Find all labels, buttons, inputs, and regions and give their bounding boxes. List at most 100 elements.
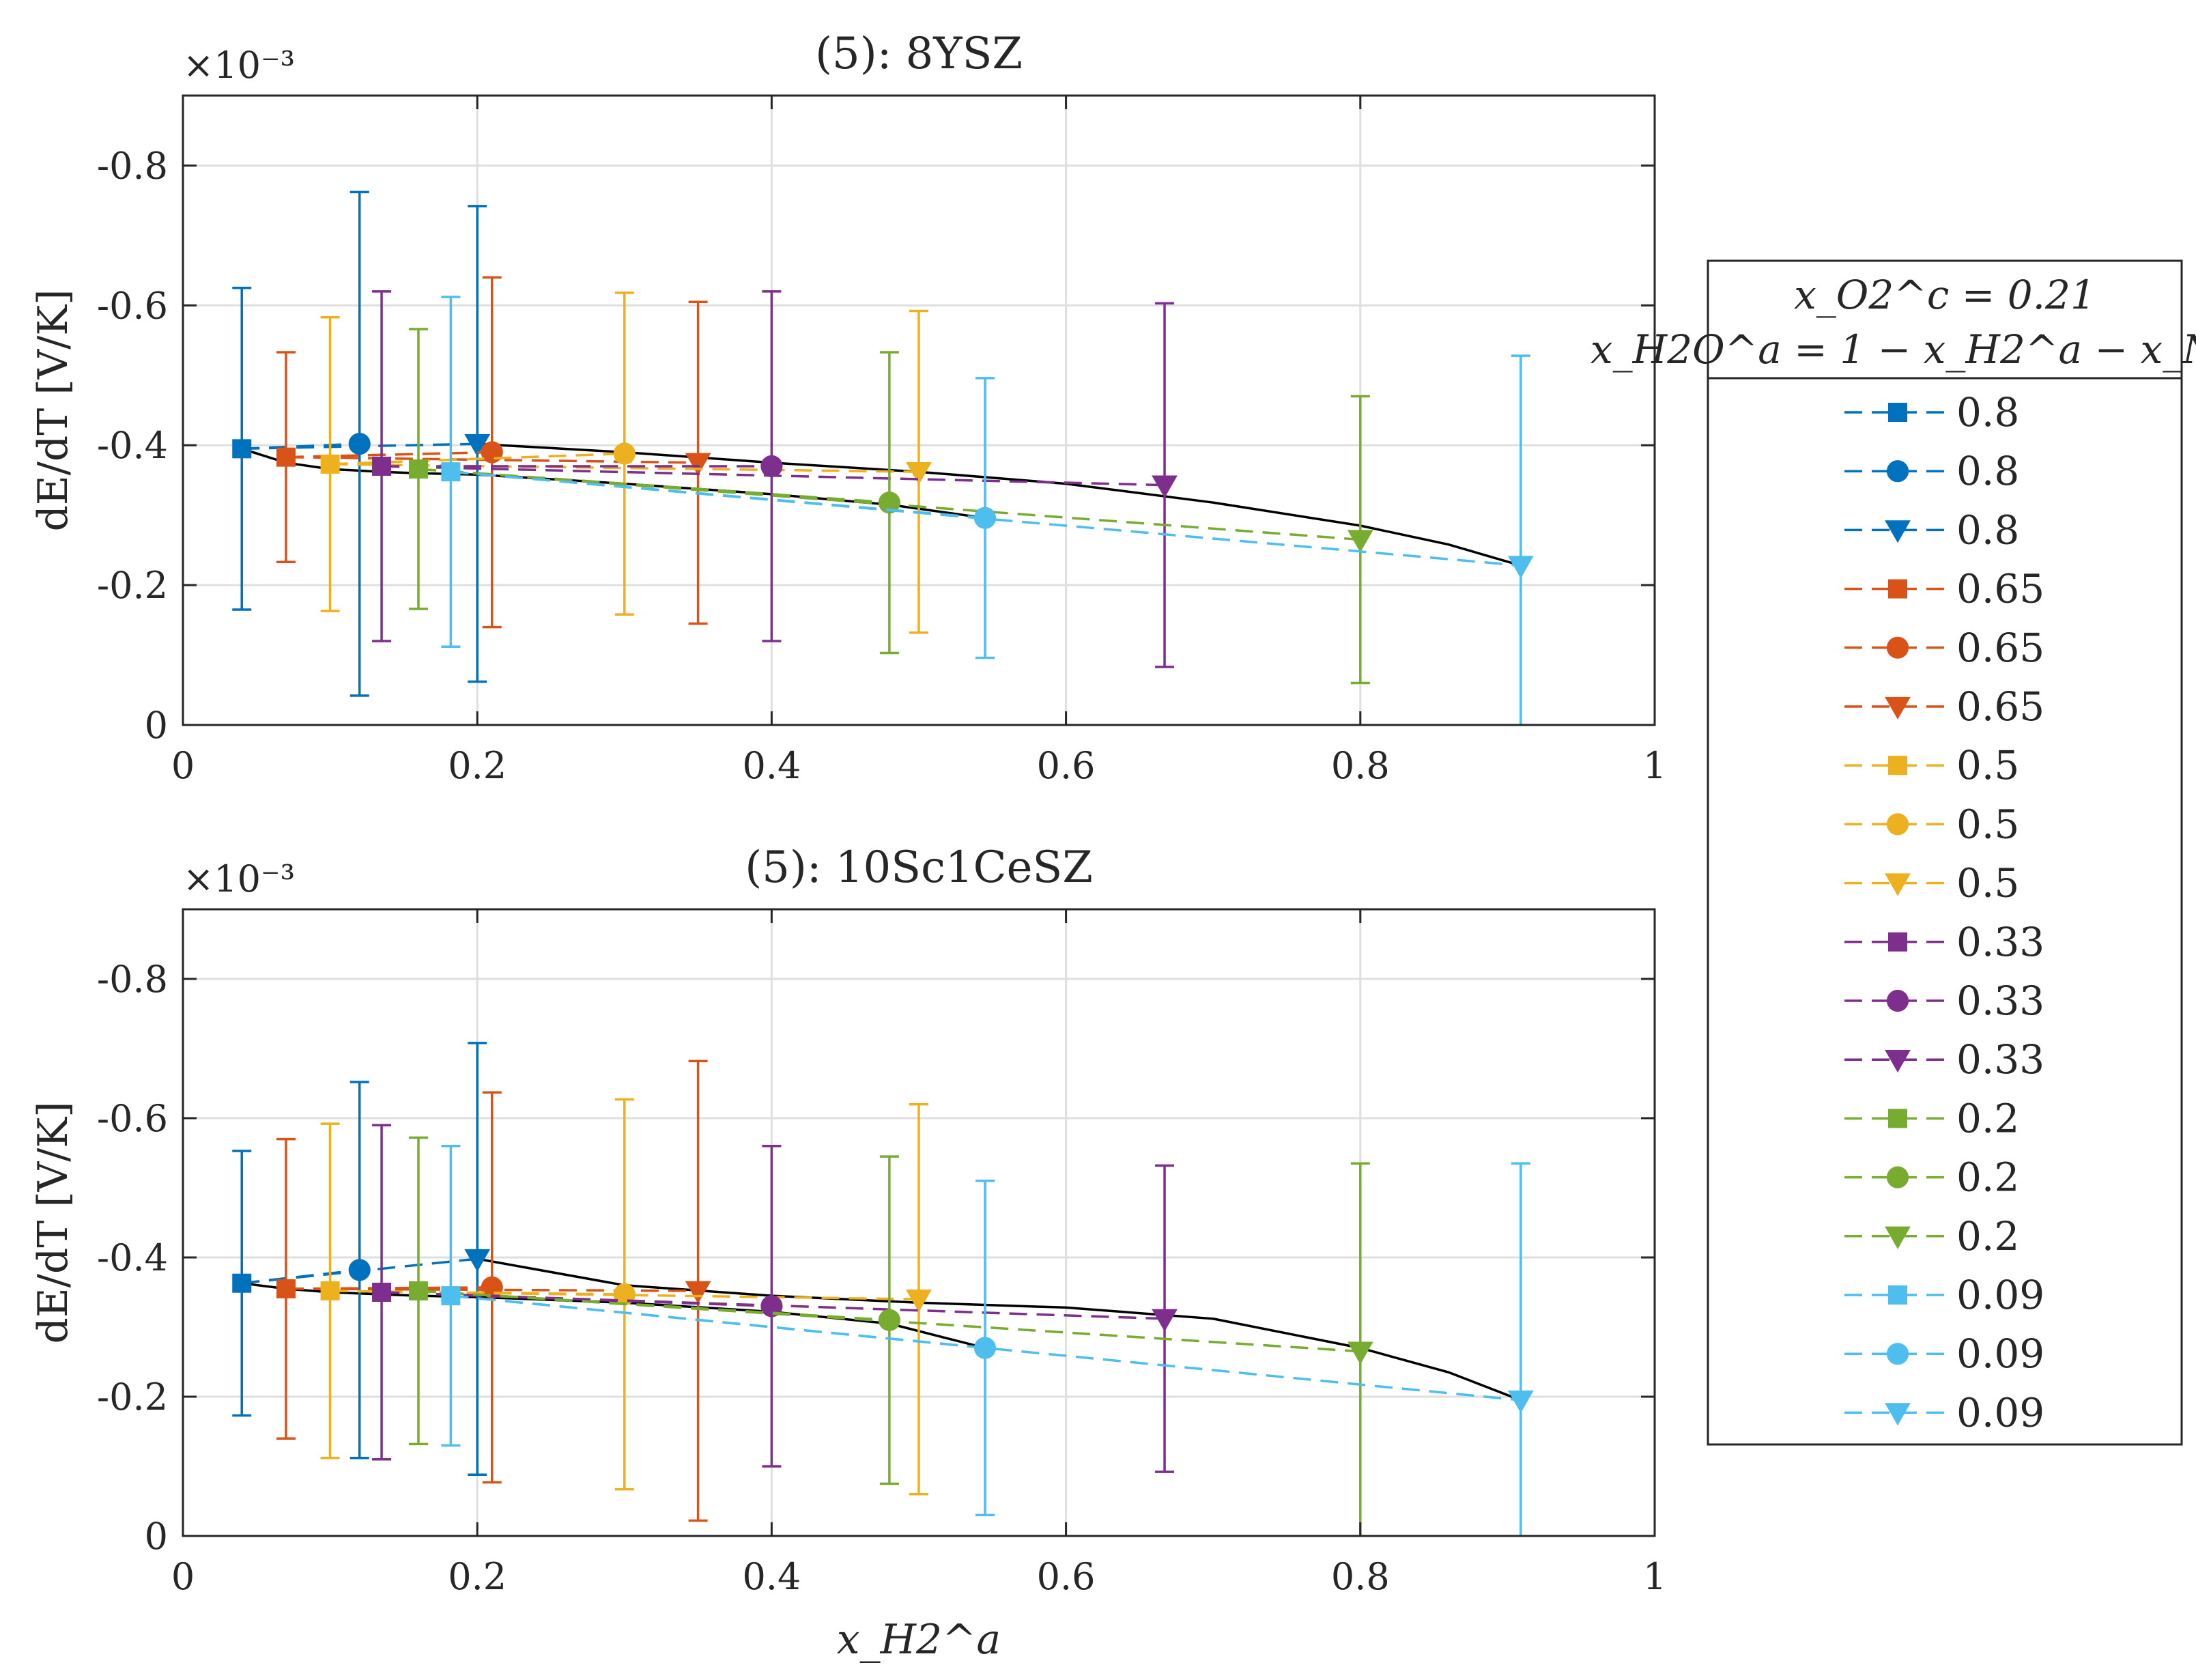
legend: x_O2^c = 0.21 x_H2O^a = 1 − x_H2^a − x_N2… [1591, 259, 2196, 1446]
legend-marker-triangle [1885, 1050, 1911, 1073]
x-tick-label: 0.8 [1331, 744, 1390, 787]
data-point-triangle [1507, 556, 1534, 579]
legend-entry-label: 0.65 [1956, 683, 2044, 730]
data-point-triangle [464, 1249, 491, 1272]
legend-marker-circle [1886, 460, 1909, 483]
series-line [418, 1290, 1360, 1353]
bottom-panel: 0 0.2 0.4 0.6 0.8 1 -0.8 -0.6 -0.4 -0.2 0 (5): 10Sc… [29, 842, 1666, 1664]
legend-entry-label: 0.2 [1956, 1213, 2019, 1259]
x-tick-label: 0.2 [448, 1555, 507, 1598]
axes-box [182, 908, 1656, 1537]
model-curve [476, 1257, 1522, 1401]
y-tick-label: 0 [145, 1515, 168, 1558]
y-tick-label: -0.8 [97, 144, 168, 187]
x-tick-label: 1 [1643, 744, 1666, 787]
data-point-circle [613, 442, 636, 465]
legend-marker-triangle [1885, 873, 1911, 896]
legend-marker-circle [1886, 989, 1909, 1012]
y-tick-label: -0.2 [97, 564, 168, 607]
legend-entry-label: 0.09 [1956, 1389, 2044, 1436]
legend-marker-circle [1886, 1166, 1909, 1188]
y-multiplier: ×10⁻³ [183, 44, 295, 87]
chart-title: (5): 8YSZ [815, 29, 1023, 79]
data-point-circle [878, 492, 900, 514]
legend-marker-triangle [1885, 1226, 1911, 1249]
x-axis-label: x_H2^a [837, 1616, 1001, 1664]
y-tick-label: -0.8 [97, 958, 168, 1001]
data-point-circle [348, 433, 371, 455]
legend-marker-square [1888, 579, 1907, 599]
y-tick-label: -0.6 [97, 1097, 168, 1140]
data-point-circle [973, 1337, 997, 1359]
legend-entry-label: 0.5 [1956, 860, 2019, 907]
legend-entry-label: 0.65 [1956, 566, 2044, 612]
x-tick-label: 0 [171, 744, 195, 787]
data-point-triangle [1347, 1341, 1373, 1365]
legend-marker-square [1888, 1285, 1907, 1305]
data-point-triangle [1347, 530, 1373, 553]
legend-header-line1: x_O2^c = 0.21 [1794, 272, 2096, 318]
x-tick-label: 0.8 [1331, 1555, 1390, 1598]
data-point-triangle [906, 461, 932, 485]
series-line [451, 470, 1521, 567]
data-point-circle [760, 455, 783, 478]
legend-entry-label: 0.5 [1956, 801, 2019, 847]
legend-marker-circle [1886, 1343, 1909, 1365]
legend-marker-square [1888, 932, 1907, 952]
legend-entry-label: 0.09 [1956, 1272, 2044, 1318]
data-point-triangle [1152, 1309, 1178, 1332]
legend-marker-square [1888, 756, 1907, 775]
x-tick-label: 0.4 [742, 744, 801, 787]
legend-box [1707, 259, 2183, 1446]
legend-marker-square [1888, 403, 1907, 422]
series-line [242, 442, 360, 451]
series-line [382, 1291, 1165, 1320]
legend-marker-triangle [1885, 1403, 1911, 1426]
series-line [382, 465, 1165, 487]
x-tick-label: 0 [171, 1555, 195, 1598]
series-line [285, 451, 492, 459]
series-line [418, 468, 1360, 541]
legend-entry-label: 0.33 [1956, 919, 2044, 965]
legend-entry-label: 0.5 [1956, 742, 2019, 788]
data-point-triangle [1507, 1390, 1534, 1413]
x-tick-label: 0.6 [1037, 744, 1096, 787]
legend-entry-label: 0.65 [1956, 625, 2044, 671]
y-tick-label: -0.2 [97, 1376, 168, 1419]
series-line [330, 452, 625, 466]
legend-entry-label: 0.8 [1956, 448, 2019, 494]
data-point-triangle [906, 1290, 932, 1313]
legend-entry-label: 0.2 [1956, 1095, 2019, 1141]
y-axis-label: dE/dT [V/K] [29, 1101, 77, 1343]
y-tick-label: -0.6 [97, 284, 168, 327]
legend-entry-label: 0.8 [1956, 389, 2019, 436]
chart-title: (5): 10Sc1CeSZ [745, 842, 1093, 893]
legend-marker-square [1888, 1109, 1907, 1128]
legend-entry-label: 0.09 [1956, 1330, 2044, 1377]
x-tick-label: 0.6 [1037, 1555, 1096, 1598]
top-panel: 0 0.2 0.4 0.6 0.8 1 -0.8 -0.6 -0.4 -0.2 0 (5): 8YSZ… [29, 29, 1666, 787]
data-point-triangle [464, 433, 491, 457]
data-point-triangle [685, 1281, 711, 1304]
legend-marker-triangle [1885, 696, 1911, 720]
y-tick-label: -0.4 [97, 1236, 168, 1279]
x-tick-label: 1 [1643, 1555, 1666, 1598]
y-axis-label: dE/dT [V/K] [29, 289, 77, 531]
series-line [451, 1294, 1521, 1401]
legend-entry-label: 0.33 [1956, 1036, 2044, 1083]
legend-marker-circle [1886, 636, 1909, 659]
legend-marker-circle [1886, 813, 1909, 836]
legend-header-line2: x_H2O^a = 1 − x_H2^a − x_N2^a [1591, 326, 2196, 373]
legend-entry-label: 0.8 [1956, 507, 2019, 553]
y-multiplier: ×10⁻³ [183, 857, 295, 900]
series-line [330, 463, 919, 473]
axes-box [182, 94, 1656, 726]
legend-entry-label: 0.33 [1956, 978, 2044, 1024]
legend-marker-triangle [1885, 520, 1911, 543]
data-point-triangle [1152, 475, 1178, 498]
x-tick-label: 0.4 [742, 1555, 801, 1598]
series-line [242, 1257, 478, 1285]
data-point-triangle [685, 453, 711, 476]
legend-entry-label: 0.2 [1956, 1154, 2019, 1201]
